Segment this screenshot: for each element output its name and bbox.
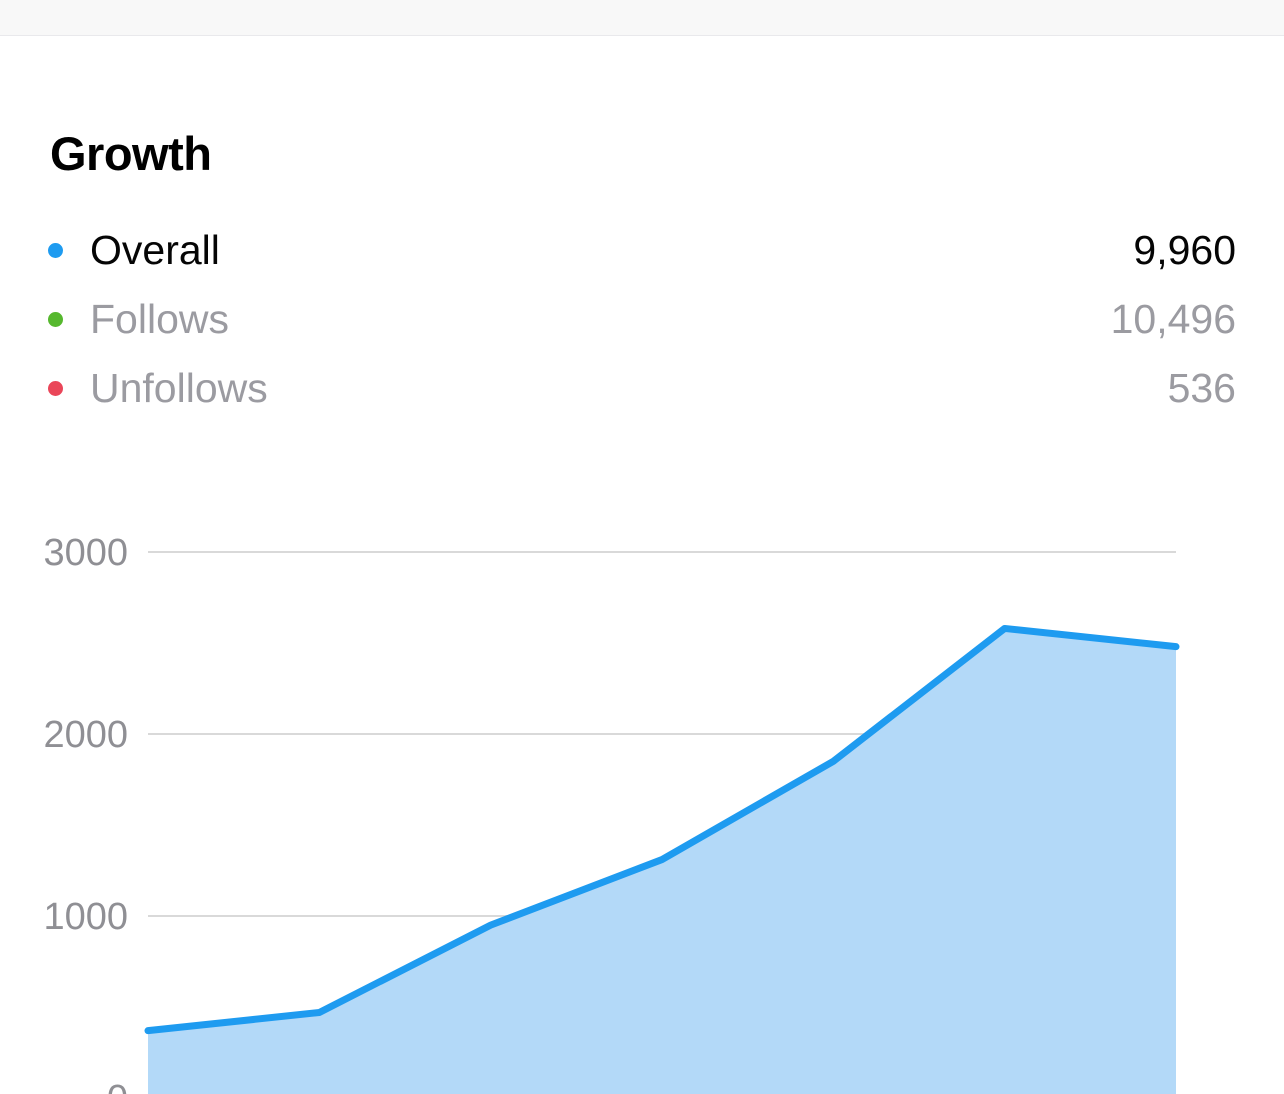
svg-text:0: 0 [107, 1078, 128, 1094]
legend-label: Unfollows [90, 365, 268, 411]
page-title: Growth [50, 127, 212, 180]
status-bar-area [0, 0, 1284, 36]
growth-chart-svg[interactable]: 0 1000 2000 3000 [0, 500, 1284, 1094]
legend-value: 536 [1167, 365, 1236, 411]
legend-row-follows[interactable]: Follows 10,496 [48, 285, 1236, 354]
svg-text:2000: 2000 [43, 714, 128, 756]
growth-chart[interactable]: 0 1000 2000 3000 [0, 500, 1284, 1094]
svg-text:1000: 1000 [43, 896, 128, 938]
legend-value: 9,960 [1133, 227, 1236, 273]
legend-label: Overall [90, 227, 220, 273]
legend-row-overall[interactable]: Overall 9,960 [48, 216, 1236, 285]
legend-value: 10,496 [1110, 296, 1236, 342]
unfollows-dot-icon [48, 381, 63, 396]
follows-dot-icon [48, 312, 63, 327]
overall-dot-icon [48, 243, 63, 258]
legend: Overall 9,960 Follows 10,496 Unfollows 5… [48, 216, 1236, 423]
svg-text:3000: 3000 [43, 532, 128, 574]
legend-row-unfollows[interactable]: Unfollows 536 [48, 354, 1236, 423]
legend-label: Follows [90, 296, 229, 342]
